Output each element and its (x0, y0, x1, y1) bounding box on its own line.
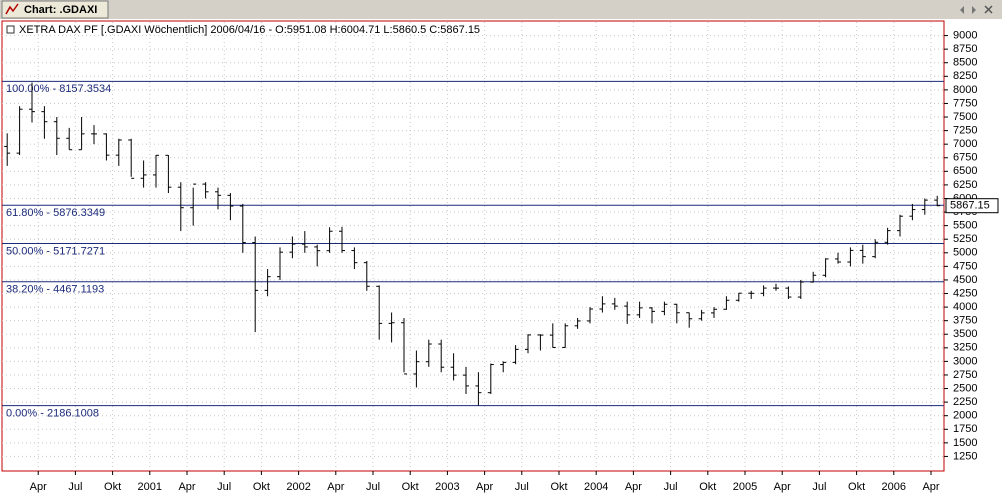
y-tick-label: 6750 (953, 152, 977, 164)
tab-title: Chart: .GDAXI (24, 4, 97, 16)
y-tick-label: 8000 (953, 84, 977, 96)
x-tick-label: Okt (550, 481, 567, 493)
y-tick-label: 6500 (953, 165, 977, 177)
y-tick-label: 4500 (953, 274, 977, 286)
x-tick-label: 2004 (584, 481, 608, 493)
x-tick-label: Apr (178, 481, 195, 493)
x-tick-label: Apr (625, 481, 642, 493)
x-tick-label: Okt (699, 481, 716, 493)
y-tick-label: 2750 (953, 369, 977, 381)
x-tick-label: Jul (515, 481, 529, 493)
chart-background (0, 19, 1002, 503)
y-tick-label: 2500 (953, 382, 977, 394)
chart-header: XETRA DAX PF [.GDAXI Wöchentlich] 2006/0… (19, 24, 480, 36)
x-tick-label: Okt (402, 481, 419, 493)
y-tick-label: 6250 (953, 179, 977, 191)
y-tick-label: 3250 (953, 342, 977, 354)
y-tick-label: 1250 (953, 450, 977, 462)
y-tick-label: 7500 (953, 111, 977, 123)
y-tick-label: 3750 (953, 315, 977, 327)
y-tick-label: 5500 (953, 220, 977, 232)
y-tick-label: 1750 (953, 423, 977, 435)
tab-icon (5, 3, 19, 15)
y-tick-label: 5250 (953, 233, 977, 245)
y-tick-label: 4250 (953, 287, 977, 299)
y-tick-label: 3000 (953, 355, 977, 367)
level-label: 38.20% - 4467.1193 (6, 284, 104, 296)
x-tick-label: Okt (253, 481, 270, 493)
y-tick-label: 5000 (953, 247, 977, 259)
x-tick-label: 2006 (882, 481, 906, 493)
last-price-label: 5867.15 (950, 200, 990, 212)
x-tick-label: Apr (922, 481, 939, 493)
y-tick-label: 4000 (953, 301, 977, 313)
x-tick-label: 2003 (435, 481, 459, 493)
y-tick-label: 7750 (953, 97, 977, 109)
y-tick-label: 9000 (953, 29, 977, 41)
x-tick-label: 2001 (138, 481, 162, 493)
level-label: 100.00% - 8157.3534 (6, 83, 111, 95)
tab[interactable] (1, 0, 109, 19)
y-tick-label: 2000 (953, 410, 977, 422)
y-tick-label: 4750 (953, 260, 977, 272)
x-tick-label: Jul (812, 481, 826, 493)
x-tick-label: Jul (664, 481, 678, 493)
x-tick-label: Apr (30, 481, 47, 493)
level-label: 61.80% - 5876.3349 (6, 207, 105, 219)
x-tick-label: Apr (476, 481, 493, 493)
x-tick-label: Jul (217, 481, 231, 493)
x-tick-label: Jul (68, 481, 82, 493)
y-tick-label: 7250 (953, 125, 977, 137)
plot-frame (1, 20, 945, 472)
last-price-box (945, 198, 999, 214)
x-tick-label: Jul (366, 481, 380, 493)
x-tick-label: Okt (848, 481, 865, 493)
x-tick-label: 2005 (733, 481, 757, 493)
y-tick-label: 1500 (953, 437, 977, 449)
y-tick-label: 2250 (953, 396, 977, 408)
x-tick-label: Okt (104, 481, 121, 493)
y-tick-label: 3500 (953, 328, 977, 340)
scroll-left[interactable] (960, 6, 964, 14)
title-bar (0, 0, 1002, 19)
y-tick-label: 8750 (953, 43, 977, 55)
x-tick-label: 2002 (286, 481, 310, 493)
x-tick-label: Apr (774, 481, 791, 493)
y-tick-label: 8250 (953, 70, 977, 82)
close-button[interactable] (984, 5, 993, 14)
level-label: 0.00% - 2186.1008 (6, 407, 99, 419)
y-tick-label: 7000 (953, 138, 977, 150)
scroll-right[interactable] (972, 6, 976, 14)
series-icon (6, 25, 15, 34)
level-label: 50.00% - 5171.7271 (6, 245, 105, 257)
y-tick-label: 8500 (953, 57, 977, 69)
x-tick-label: Apr (327, 481, 344, 493)
